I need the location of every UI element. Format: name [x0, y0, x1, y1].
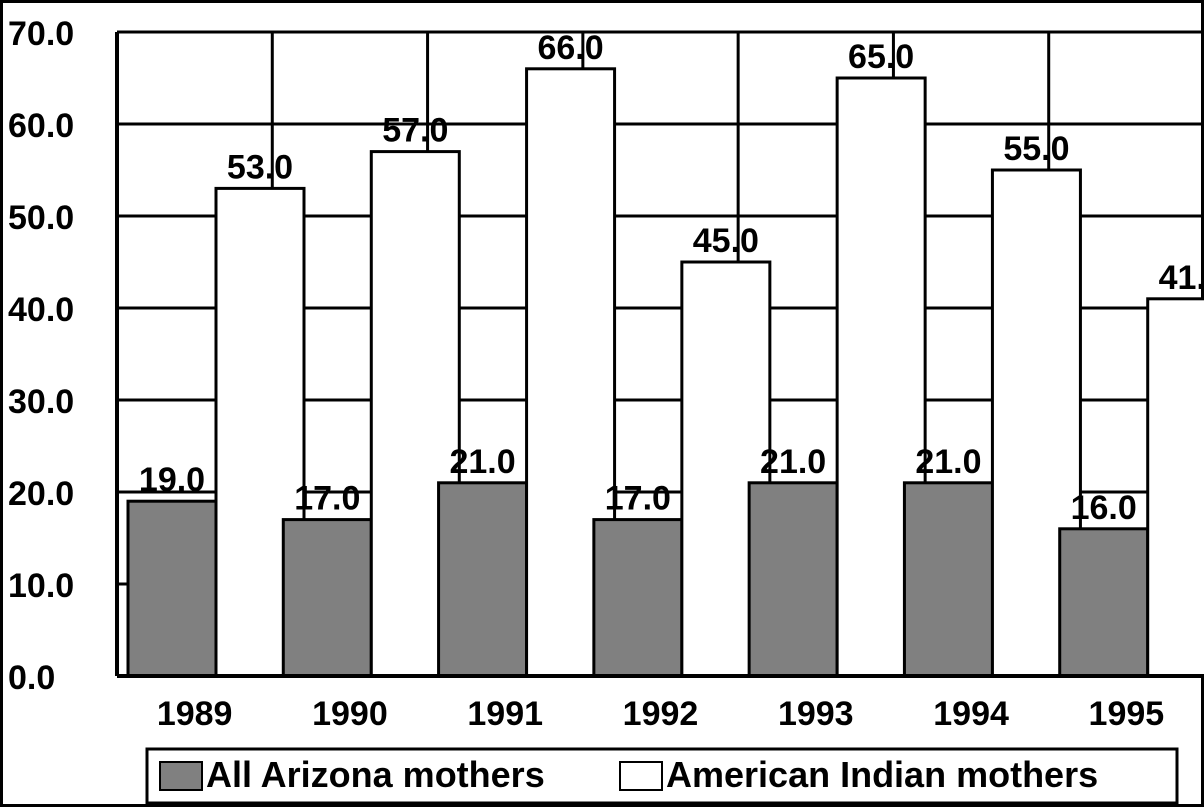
- y-tick-label: 30.0: [8, 383, 74, 421]
- x-tick-label-1995: 1995: [1089, 695, 1165, 733]
- bars: [126, 67, 1204, 678]
- data-label-all-arizona-mothers-1992: 17.0: [605, 480, 671, 518]
- legend: All Arizona mothers American Indian moth…: [145, 747, 1179, 805]
- data-labels: 19.0 53.0 17.0 57.0 21.0 66.0 17.0 45.0 21.0 65.0…: [139, 29, 1204, 527]
- legend-swatch-american-indian-mothers: [619, 761, 663, 791]
- data-label-american-indian-mothers-1995: 41.0: [1159, 259, 1204, 297]
- y-tick-label: 0.0: [8, 659, 55, 697]
- y-tick-label: 70.0: [8, 15, 74, 53]
- x-tick-label-1991: 1991: [467, 695, 543, 733]
- legend-swatch-all-arizona-mothers: [159, 761, 203, 791]
- bar-american-indian-mothers-1995: [1146, 297, 1204, 678]
- y-tick-label: 60.0: [8, 107, 74, 145]
- bar-all-arizona-mothers-1990: [281, 518, 373, 678]
- bar-all-arizona-mothers-1992: [592, 518, 684, 678]
- x-tick-label-1989: 1989: [157, 695, 233, 733]
- data-label-all-arizona-mothers-1990: 17.0: [294, 480, 360, 518]
- data-label-american-indian-mothers-1991: 66.0: [537, 29, 603, 67]
- bar-american-indian-mothers-1990: [369, 150, 461, 678]
- data-label-american-indian-mothers-1989: 53.0: [227, 148, 293, 186]
- y-tick-label: 10.0: [8, 567, 74, 605]
- data-label-american-indian-mothers-1994: 55.0: [1003, 130, 1069, 168]
- y-tick-label: 40.0: [8, 291, 74, 329]
- bar-all-arizona-mothers-1989: [126, 499, 218, 678]
- x-tick-label-1993: 1993: [778, 695, 854, 733]
- x-tick-label-1992: 1992: [623, 695, 699, 733]
- data-label-american-indian-mothers-1990: 57.0: [382, 112, 448, 150]
- axes: 0.0 10.0 20.0 30.0 40.0 50.0 60.0 70.0 1989 1990 1…: [8, 15, 1204, 733]
- data-label-all-arizona-mothers-1993: 21.0: [760, 443, 826, 481]
- data-label-all-arizona-mothers-1995: 16.0: [1071, 489, 1137, 527]
- legend-label-american-indian-mothers: American Indian mothers: [666, 754, 1098, 795]
- bar-all-arizona-mothers-1994: [902, 481, 994, 678]
- data-label-all-arizona-mothers-1994: 21.0: [915, 443, 981, 481]
- data-label-american-indian-mothers-1993: 65.0: [848, 38, 914, 76]
- data-label-all-arizona-mothers-1991: 21.0: [449, 443, 515, 481]
- data-label-american-indian-mothers-1992: 45.0: [693, 222, 759, 260]
- x-tick-label-1994: 1994: [933, 695, 1009, 733]
- bar-all-arizona-mothers-1991: [437, 481, 529, 678]
- legend-label-all-arizona-mothers: All Arizona mothers: [206, 754, 545, 795]
- y-tick-label: 50.0: [8, 199, 74, 237]
- bar-all-arizona-mothers-1995: [1058, 527, 1150, 678]
- y-tick-label: 20.0: [8, 475, 74, 513]
- data-label-all-arizona-mothers-1989: 19.0: [139, 461, 205, 499]
- bar-all-arizona-mothers-1993: [747, 481, 839, 678]
- x-tick-label-1990: 1990: [312, 695, 388, 733]
